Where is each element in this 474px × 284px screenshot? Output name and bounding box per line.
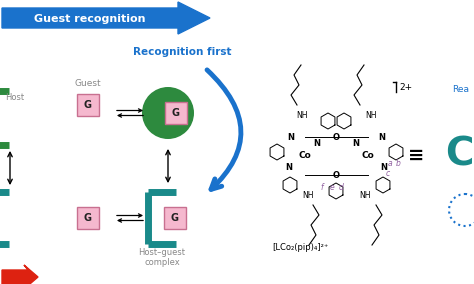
Text: N: N (288, 133, 294, 143)
Text: G: G (84, 100, 92, 110)
Text: ≡: ≡ (408, 145, 424, 164)
Bar (165, 102, 187, 124)
Text: b: b (396, 158, 401, 168)
Text: C: C (445, 136, 474, 174)
Polygon shape (2, 2, 210, 34)
Text: N: N (379, 133, 385, 143)
Text: N: N (313, 139, 320, 147)
Circle shape (142, 87, 194, 139)
Text: c: c (386, 168, 390, 178)
FancyArrowPatch shape (207, 70, 241, 189)
Text: G: G (171, 213, 179, 223)
Text: Co: Co (299, 151, 311, 160)
Text: [LCo₂(pip)₄]²⁺: [LCo₂(pip)₄]²⁺ (272, 243, 328, 252)
Text: N: N (353, 139, 359, 147)
Text: f: f (321, 183, 323, 191)
Text: Guest: Guest (75, 80, 101, 89)
Text: NH: NH (359, 191, 371, 199)
Bar (77, 94, 99, 116)
Text: NH: NH (365, 110, 377, 120)
Polygon shape (2, 265, 38, 284)
Text: Host–guest
complex: Host–guest complex (138, 248, 185, 268)
Text: Host: Host (5, 93, 24, 103)
Text: G: G (172, 108, 180, 118)
Text: NH: NH (296, 110, 308, 120)
Text: G: G (84, 213, 92, 223)
Text: Co: Co (362, 151, 374, 160)
Text: Recognition first: Recognition first (133, 47, 231, 57)
Text: NH: NH (302, 191, 314, 199)
Text: N: N (381, 162, 388, 172)
Text: O: O (332, 170, 339, 179)
Text: Rea: Rea (452, 85, 469, 95)
Text: Guest recognition: Guest recognition (34, 14, 146, 24)
Bar (77, 207, 99, 229)
Text: O: O (332, 133, 339, 141)
Bar (164, 207, 186, 229)
Text: e: e (329, 183, 334, 191)
Text: d: d (338, 183, 344, 191)
Text: N: N (285, 162, 292, 172)
Text: 2+: 2+ (399, 82, 412, 91)
Text: a: a (388, 158, 392, 168)
